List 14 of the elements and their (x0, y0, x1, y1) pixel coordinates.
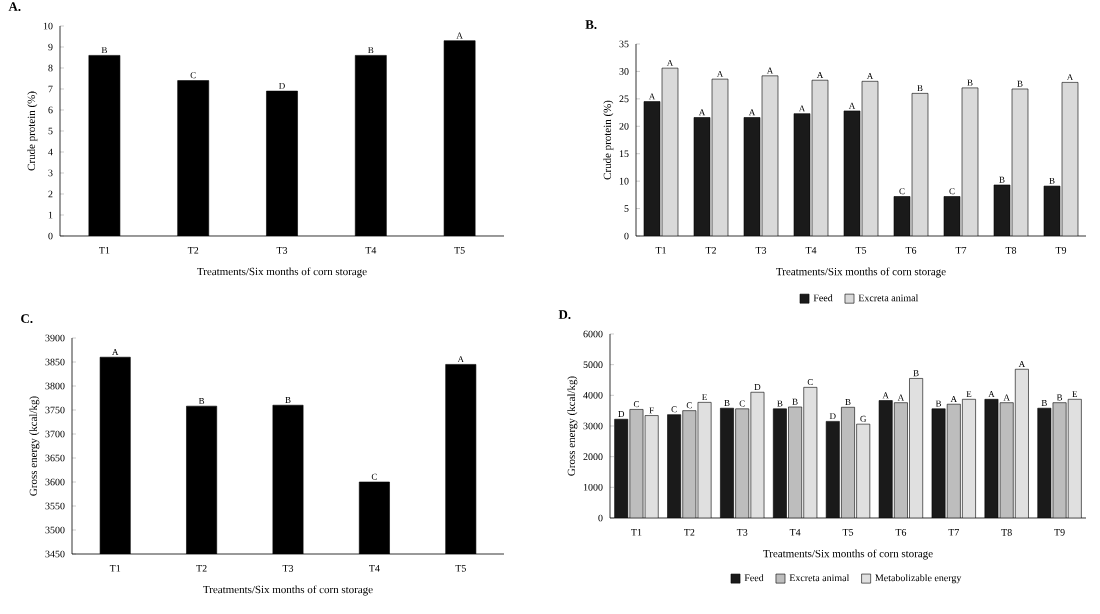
bar (909, 378, 924, 518)
bar (999, 402, 1014, 518)
bar (772, 408, 787, 518)
bar (1014, 368, 1029, 518)
bar (735, 408, 750, 518)
bar (682, 410, 697, 518)
bar (803, 387, 818, 518)
bar (697, 402, 712, 518)
bar (1052, 402, 1067, 518)
bar (893, 402, 908, 518)
bar (931, 408, 946, 518)
bar (644, 415, 659, 518)
bar (878, 400, 893, 518)
bar (667, 414, 682, 518)
